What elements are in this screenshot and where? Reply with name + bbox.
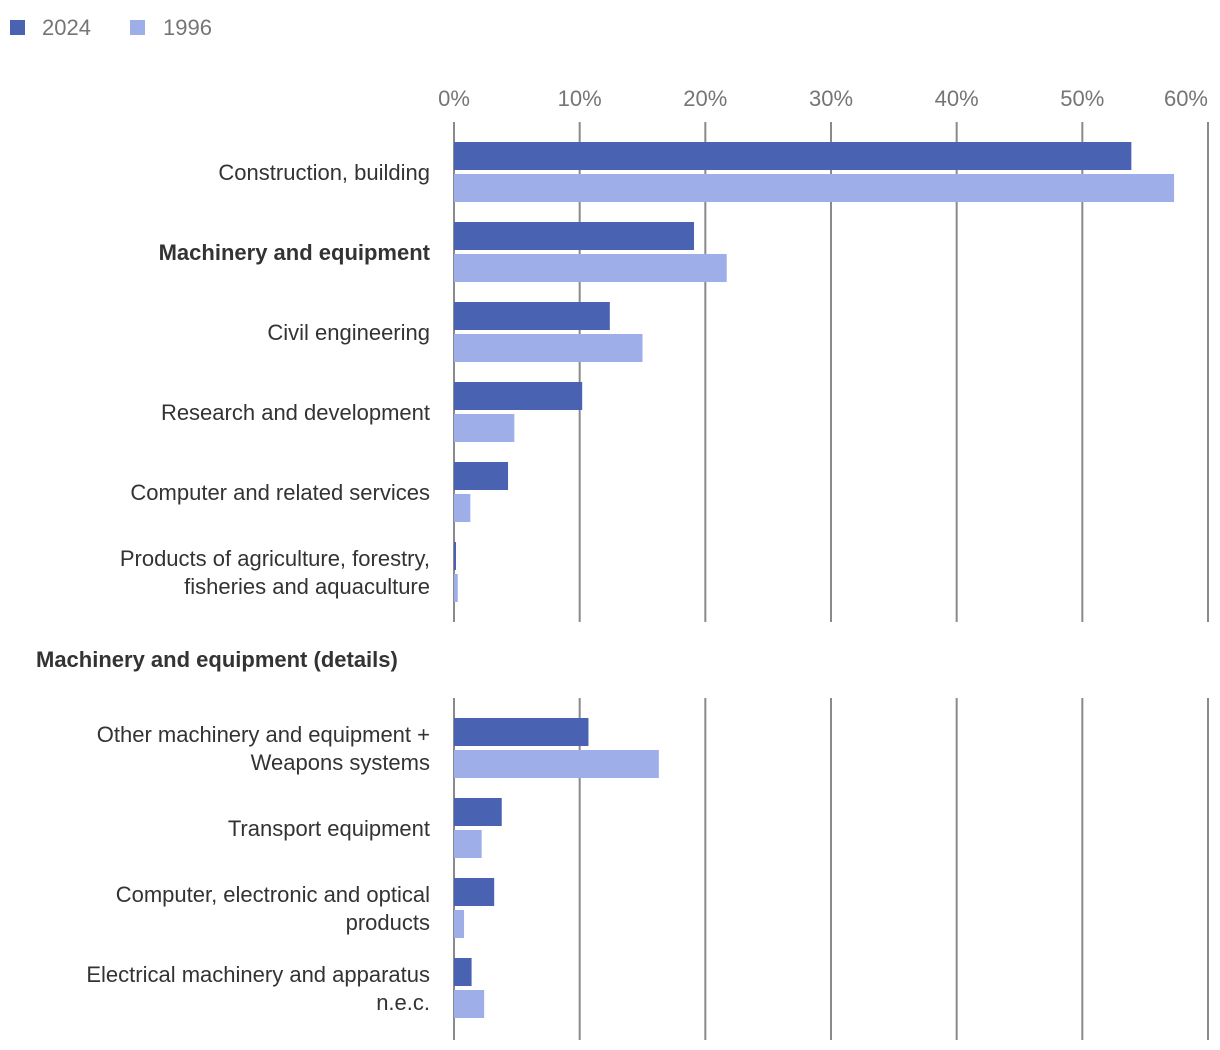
category-label: Construction, building	[218, 160, 430, 185]
category-label: Computer and related services	[130, 480, 430, 505]
category-label: Transport equipment	[228, 816, 430, 841]
category-label-line: Other machinery and equipment +	[97, 722, 430, 747]
category-group: Computer and related services	[130, 462, 509, 522]
bar-1996[interactable]	[454, 414, 515, 442]
bar-1996[interactable]	[454, 990, 485, 1018]
category-label-line: Computer and related services	[130, 480, 430, 505]
category-label-line: Construction, building	[218, 160, 430, 185]
bar-1996[interactable]	[454, 750, 659, 778]
category-label-line: Computer, electronic and optical	[116, 882, 430, 907]
bar-2024[interactable]	[454, 302, 610, 330]
legend-swatch-1996	[130, 20, 145, 35]
bar-1996[interactable]	[454, 174, 1175, 202]
x-tick-label: 20%	[683, 86, 727, 111]
legend-item-2024[interactable]: 2024	[10, 15, 91, 40]
category-label: Other machinery and equipment + Weapons s…	[97, 722, 430, 775]
bar-1996[interactable]	[454, 254, 727, 282]
category-group: Other machinery and equipment + Weapons s…	[97, 718, 659, 778]
bar-2024[interactable]	[454, 542, 456, 570]
category-label-line: fisheries and aquaculture	[184, 574, 430, 599]
category-label-line: products	[346, 910, 430, 935]
legend: 2024 1996	[10, 15, 212, 40]
bar-1996[interactable]	[454, 910, 465, 938]
category-label: Computer, electronic and optical products	[116, 882, 430, 935]
category-group: Construction, building	[218, 142, 1175, 202]
category-label-line: Civil engineering	[267, 320, 430, 345]
category-label: Products of agriculture, forestry, fisher…	[120, 546, 430, 599]
legend-swatch-2024	[10, 20, 25, 35]
category-group: Computer, electronic and optical products	[116, 878, 495, 938]
category-group: Electrical machinery and apparatus n.e.c.	[86, 958, 485, 1018]
category-group: Products of agriculture, forestry, fisher…	[120, 542, 458, 602]
bar-1996[interactable]	[454, 830, 482, 858]
bar-2024[interactable]	[454, 798, 502, 826]
panel-details: Other machinery and equipment + Weapons s…	[86, 718, 659, 1018]
category-label-line: Transport equipment	[228, 816, 430, 841]
bar-1996[interactable]	[454, 334, 643, 362]
x-tick-label: 60%	[1164, 86, 1208, 111]
details-section-title: Machinery and equipment (details)	[36, 647, 398, 672]
x-tick-label: 50%	[1060, 86, 1104, 111]
legend-label-2024: 2024	[42, 15, 91, 40]
category-label-line: Research and development	[161, 400, 430, 425]
x-tick-label: 0%	[438, 86, 470, 111]
x-tick-label: 30%	[809, 86, 853, 111]
bar-2024[interactable]	[454, 222, 695, 250]
bar-2024[interactable]	[454, 382, 583, 410]
category-label-line: n.e.c.	[376, 990, 430, 1015]
gridlines-main	[453, 122, 1209, 622]
gridlines-details	[453, 698, 1209, 1040]
category-label-line: Machinery and equipment	[159, 240, 431, 265]
category-label: Electrical machinery and apparatus n.e.c.	[86, 962, 430, 1015]
category-label-line: Products of agriculture, forestry,	[120, 546, 430, 571]
x-tick-label: 10%	[558, 86, 602, 111]
category-group: Civil engineering	[267, 302, 643, 362]
legend-item-1996[interactable]: 1996	[130, 15, 212, 40]
bar-2024[interactable]	[454, 958, 472, 986]
legend-label-1996: 1996	[163, 15, 212, 40]
category-group: Research and development	[161, 382, 583, 442]
category-label-line: Weapons systems	[251, 750, 430, 775]
x-tick-label: 40%	[935, 86, 979, 111]
bar-2024[interactable]	[454, 462, 509, 490]
bar-1996[interactable]	[454, 494, 471, 522]
bar-2024[interactable]	[454, 878, 495, 906]
bar-1996[interactable]	[454, 574, 458, 602]
category-label: Machinery and equipment	[159, 240, 431, 265]
category-label: Civil engineering	[267, 320, 430, 345]
category-group: Transport equipment	[228, 798, 502, 858]
category-label-line: Electrical machinery and apparatus	[86, 962, 430, 987]
category-group: Machinery and equipment	[159, 222, 727, 282]
panel-main: Construction, building Machinery and equi…	[120, 142, 1175, 602]
bar-2024[interactable]	[454, 718, 589, 746]
bar-2024[interactable]	[454, 142, 1132, 170]
x-axis-ticks: 0% 10% 20% 30% 40% 50% 60%	[438, 86, 1208, 111]
category-label: Research and development	[161, 400, 430, 425]
